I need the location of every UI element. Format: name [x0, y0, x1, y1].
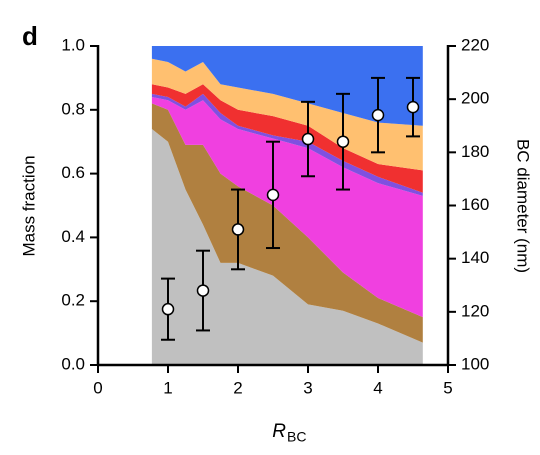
panel-label: d: [22, 21, 38, 51]
y-tick-label: 0.2: [61, 291, 85, 310]
data-point: [231, 223, 245, 236]
area-layer: [151, 97, 423, 318]
y-axis-label: Mass fraction: [19, 155, 38, 256]
x-tick-label: 1: [163, 378, 172, 397]
area-layer: [151, 46, 423, 126]
x-axis-label-subscript: BC: [287, 429, 306, 445]
x-tick-label: 2: [233, 378, 242, 397]
data-point: [371, 108, 385, 122]
x-tick-label: 0: [93, 378, 102, 397]
data-point: [266, 188, 280, 202]
x-tick-label: 5: [443, 378, 452, 397]
y-tick-label: 0.0: [61, 354, 85, 373]
y-tick-label: 0.6: [61, 163, 85, 182]
data-point: [196, 284, 210, 297]
x-axis-label: R: [272, 421, 286, 442]
y2-tick-label: 160: [461, 195, 489, 214]
y-tick-label: 0.4: [61, 227, 85, 246]
areas: [151, 46, 423, 365]
area-layer: [151, 93, 423, 196]
y-tick-label: 1.0: [61, 35, 85, 54]
area-layer: [151, 128, 423, 365]
data-point: [301, 132, 315, 146]
y2-tick-label: 120: [461, 301, 489, 320]
y2-axis-label: BC diameter (nm): [514, 139, 533, 273]
y2-tick-label: 100: [461, 354, 489, 373]
x-tick-label: 4: [373, 378, 382, 397]
area-layer: [151, 103, 423, 343]
area-layer: [151, 84, 423, 193]
y2-tick-label: 180: [461, 142, 489, 161]
y2-tick-label: 140: [461, 248, 489, 267]
y-tick-label: 0.8: [61, 99, 85, 118]
data-point: [161, 302, 175, 316]
x-tick-label: 3: [303, 378, 312, 397]
area-layer: [151, 58, 423, 171]
y2-tick-label: 200: [461, 89, 489, 108]
y2-tick-label: 220: [461, 35, 489, 54]
data-point: [406, 100, 420, 114]
data-point: [336, 135, 350, 148]
